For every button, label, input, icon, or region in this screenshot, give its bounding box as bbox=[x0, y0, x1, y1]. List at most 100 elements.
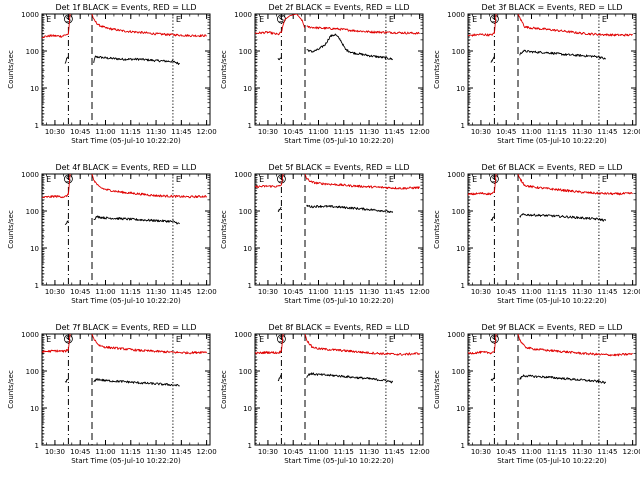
x-tick-label: 11:45 bbox=[171, 448, 191, 456]
y-tick-label: 1000 bbox=[234, 171, 252, 179]
y-axis-label: Counts/sec bbox=[433, 370, 441, 409]
lld-series-line-seg1 bbox=[304, 334, 421, 356]
data-area bbox=[42, 174, 207, 225]
y-tick-label: 1000 bbox=[21, 171, 39, 179]
lld-series-line-seg1 bbox=[517, 334, 633, 357]
x-tick-label: 10:45 bbox=[496, 128, 516, 136]
y-tick-label: 10 bbox=[243, 245, 252, 253]
y-tick-label: 10 bbox=[456, 245, 465, 253]
y-axis-label: Counts/sec bbox=[220, 210, 228, 249]
x-tick-label: 12:00 bbox=[197, 448, 217, 456]
y-tick-label: 1 bbox=[248, 442, 252, 450]
x-tick-label: 11:00 bbox=[95, 288, 115, 296]
y-tick-label: 1000 bbox=[447, 171, 465, 179]
x-tick-label: 11:45 bbox=[597, 288, 617, 296]
x-axis-label: Start Time (05-Jul-10 10:22:20) bbox=[497, 137, 607, 145]
y-tick-label: 1000 bbox=[21, 331, 39, 339]
chart-panel-1: Det 1f BLACK = Events, RED = LLD 1 10 100 10… bbox=[7, 3, 217, 145]
marker-label: S bbox=[66, 15, 71, 24]
x-tick-label: 10:45 bbox=[283, 288, 303, 296]
x-tick-label: 12:00 bbox=[410, 448, 430, 456]
marker-label: E bbox=[176, 175, 181, 184]
y-tick-label: 100 bbox=[452, 208, 465, 216]
events-series-line-seg1 bbox=[93, 55, 180, 65]
x-tick-label: 11:45 bbox=[171, 128, 191, 136]
x-axis-label: Start Time (05-Jul-10 10:22:20) bbox=[71, 297, 181, 305]
events-series-line-seg1 bbox=[93, 215, 180, 225]
x-axis-label: Start Time (05-Jul-10 10:22:20) bbox=[71, 457, 181, 465]
chart-panel-2: Det 2f BLACK = Events, RED = LLD 1 10 100 10… bbox=[220, 3, 430, 145]
chart-title: Det 5f BLACK = Events, RED = LLD bbox=[268, 163, 409, 172]
data-area bbox=[255, 174, 420, 213]
marker-label: E bbox=[176, 15, 181, 24]
chart-title: Det 6f BLACK = Events, RED = LLD bbox=[481, 163, 622, 172]
x-tick-label: 10:30 bbox=[45, 128, 65, 136]
x-tick-label: 11:00 bbox=[521, 128, 541, 136]
y-tick-label: 10 bbox=[243, 405, 252, 413]
axes-frame bbox=[467, 13, 637, 126]
marker-label: S bbox=[492, 175, 497, 184]
lld-series-line-seg1 bbox=[517, 174, 633, 196]
axes-frame bbox=[41, 333, 211, 446]
lld-series-line-seg1 bbox=[306, 25, 420, 35]
axes-frame bbox=[467, 173, 637, 286]
marker-circle bbox=[490, 174, 499, 184]
y-axis-label: Counts/sec bbox=[7, 50, 15, 89]
marker-label: E bbox=[176, 335, 181, 344]
x-tick-label: 12:00 bbox=[410, 128, 430, 136]
x-tick-label: 12:00 bbox=[197, 128, 217, 136]
y-tick-label: 10 bbox=[30, 85, 39, 93]
axes-frame bbox=[41, 13, 211, 126]
x-tick-label: 11:30 bbox=[572, 288, 592, 296]
lld-series-line-seg0 bbox=[468, 334, 497, 355]
y-axis-label: Counts/sec bbox=[220, 370, 228, 409]
x-tick-label: 10:30 bbox=[471, 288, 491, 296]
x-tick-label: 10:30 bbox=[471, 448, 491, 456]
marker-label: E bbox=[472, 175, 477, 184]
x-tick-label: 12:00 bbox=[197, 288, 217, 296]
x-tick-label: 11:00 bbox=[308, 288, 328, 296]
x-tick-label: 10:30 bbox=[471, 128, 491, 136]
events-series-line-seg0 bbox=[490, 216, 495, 221]
y-tick-label: 100 bbox=[239, 208, 252, 216]
y-tick-label: 1000 bbox=[234, 11, 252, 19]
lld-series-line-seg1 bbox=[91, 174, 207, 199]
x-tick-label: 10:45 bbox=[496, 448, 516, 456]
events-series-line-seg1 bbox=[519, 374, 607, 384]
x-tick-label: 11:15 bbox=[547, 288, 567, 296]
x-tick-label: 11:15 bbox=[547, 448, 567, 456]
y-tick-label: 100 bbox=[26, 208, 39, 216]
x-tick-label: 11:00 bbox=[521, 448, 541, 456]
marker-circle bbox=[64, 174, 73, 184]
events-series-line-seg1 bbox=[306, 33, 393, 61]
marker-label: E bbox=[46, 335, 51, 344]
lld-series-line-seg0 bbox=[468, 174, 497, 196]
x-tick-label: 11:15 bbox=[121, 288, 141, 296]
chart-panel-7: Det 7f BLACK = Events, RED = LLD 1 10 100 10… bbox=[7, 323, 217, 465]
events-series-line-seg0 bbox=[277, 207, 282, 212]
chart-title: Det 2f BLACK = Events, RED = LLD bbox=[268, 3, 409, 12]
chart-panel-9: Det 9f BLACK = Events, RED = LLD 1 10 100 10… bbox=[433, 323, 640, 465]
events-series-line-seg1 bbox=[519, 213, 607, 222]
y-tick-label: 10 bbox=[456, 85, 465, 93]
x-tick-label: 11:00 bbox=[308, 128, 328, 136]
x-tick-label: 10:45 bbox=[70, 288, 90, 296]
data-area bbox=[42, 14, 207, 65]
axes-frame bbox=[254, 13, 424, 126]
x-tick-label: 10:30 bbox=[45, 288, 65, 296]
x-tick-label: 11:45 bbox=[384, 448, 404, 456]
x-tick-label: 10:45 bbox=[283, 128, 303, 136]
y-tick-label: 100 bbox=[26, 368, 39, 376]
x-tick-label: 10:30 bbox=[258, 448, 278, 456]
events-series-line-seg0 bbox=[64, 220, 69, 225]
axes-frame bbox=[254, 173, 424, 286]
events-series-line-seg0 bbox=[64, 56, 69, 64]
marker-label: E bbox=[472, 15, 477, 24]
y-tick-label: 1 bbox=[461, 442, 465, 450]
events-series-line-seg0 bbox=[490, 377, 495, 381]
lld-series-line-seg0 bbox=[468, 14, 497, 37]
events-series-line-seg1 bbox=[306, 372, 394, 384]
y-tick-label: 1000 bbox=[234, 331, 252, 339]
